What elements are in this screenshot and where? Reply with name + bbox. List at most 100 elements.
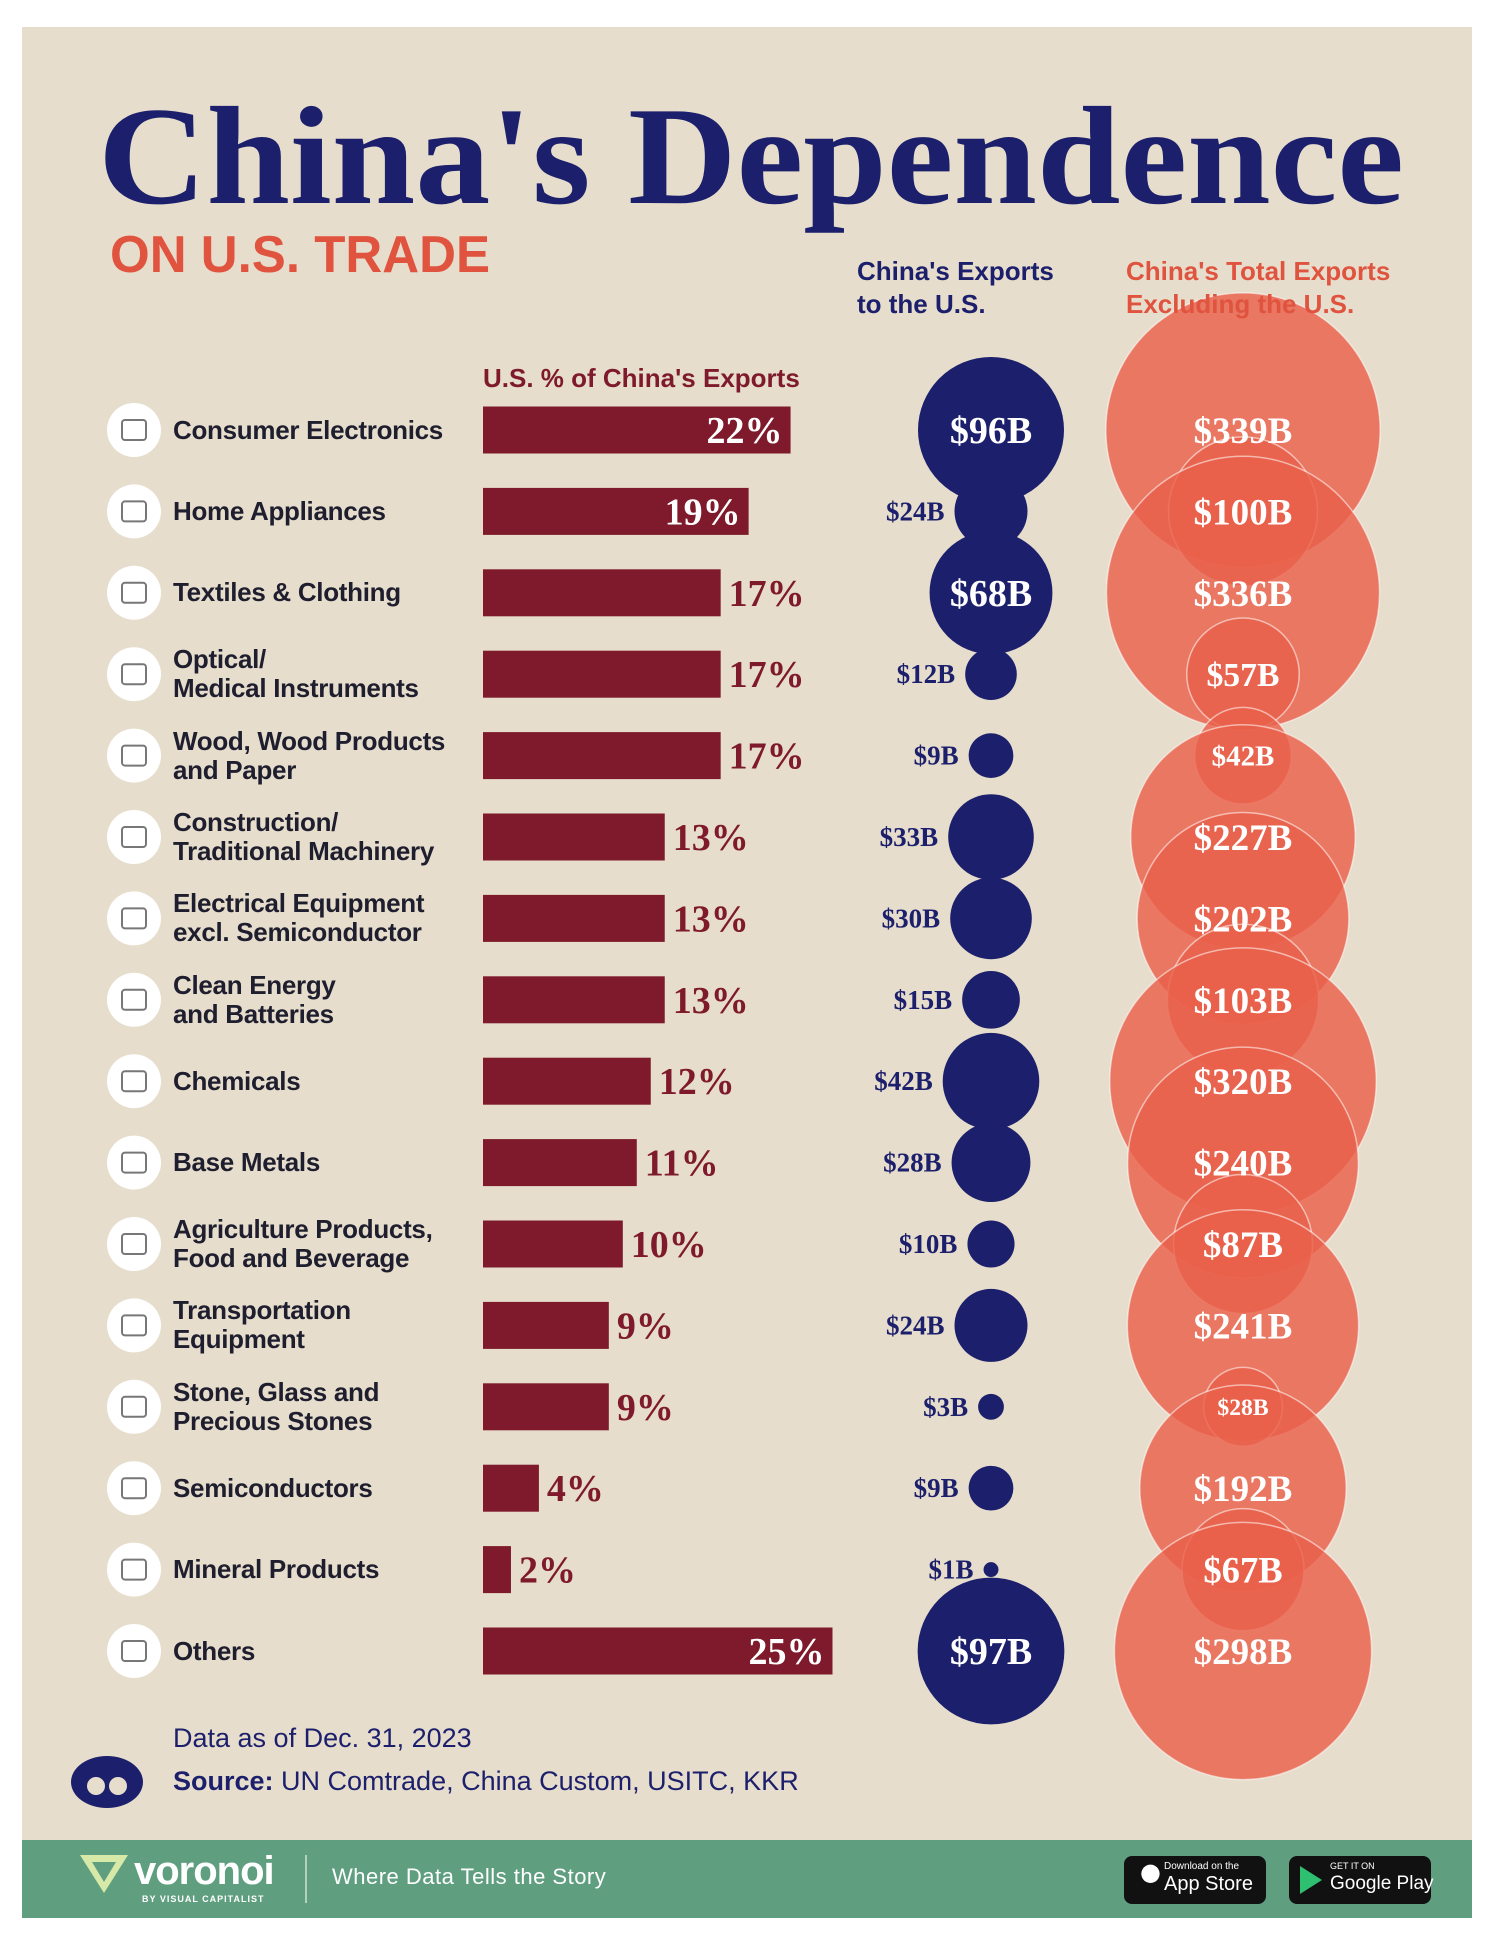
- bar-value-label: 22%: [707, 410, 783, 452]
- bubble: [917, 1577, 1065, 1725]
- bubble-value-label: $240B: [1194, 1144, 1293, 1185]
- category-label: Home Appliances: [173, 495, 386, 526]
- icon-glyph: [121, 1395, 147, 1418]
- bubble-value-label: $42B: [874, 1066, 933, 1096]
- icon-circle: [107, 1298, 161, 1353]
- bar-value-label: 4%: [547, 1468, 604, 1510]
- category-label: Agriculture Products, Food and Beverage: [173, 1214, 433, 1273]
- category-label: Chemicals: [173, 1065, 301, 1096]
- bar: [483, 894, 665, 942]
- bubble-value-label: $320B: [1194, 1062, 1293, 1103]
- bar: [483, 406, 791, 454]
- bar-value-label: 19%: [665, 491, 741, 533]
- bubble-value-label: $3B: [923, 1392, 968, 1422]
- icon-circle: [107, 647, 161, 702]
- category-label: Construction/ Traditional Machinery: [173, 807, 434, 866]
- series-header: China's Exports to the U.S.: [857, 256, 1054, 319]
- bubble-value-label: $67B: [1203, 1549, 1282, 1590]
- bubble-value-label: $100B: [1194, 492, 1293, 533]
- tagline: Where Data Tells the Story: [332, 1864, 607, 1889]
- bubble-group: [1105, 292, 1381, 1781]
- bubble-value-label: $339B: [1194, 411, 1293, 452]
- bar: [483, 1383, 609, 1431]
- google-small: GET IT ON: [1330, 1861, 1375, 1871]
- bubble: [950, 877, 1032, 960]
- bar: [483, 813, 665, 861]
- bar: [483, 1301, 609, 1349]
- bubble: [968, 1465, 1014, 1511]
- bar: [483, 1139, 637, 1187]
- bubble-value-label: $103B: [1194, 981, 1293, 1022]
- bar-value-label: 17%: [729, 736, 805, 778]
- icon-circle: [107, 891, 161, 946]
- bubble-value-label: $241B: [1194, 1306, 1293, 1347]
- bubble-value-label: $1B: [929, 1555, 974, 1585]
- bar-value-label: 17%: [729, 654, 805, 696]
- icon-glyph: [121, 1151, 147, 1174]
- bubble: [942, 1032, 1040, 1130]
- icon-glyph: [121, 1070, 147, 1093]
- bubble-value-label: $9B: [914, 741, 959, 771]
- bubble: [954, 474, 1028, 548]
- bar: [483, 732, 721, 780]
- bubble-value-label: $33B: [880, 822, 939, 852]
- bubble-value-label: $87B: [1203, 1225, 1283, 1266]
- bar-value-label: 12%: [659, 1061, 735, 1103]
- icon-circle: [107, 1542, 161, 1597]
- apple-icon: ●: [1140, 1858, 1161, 1886]
- bubble: [1113, 1521, 1373, 1781]
- bubble: [967, 1220, 1015, 1268]
- category-label: Electrical Equipment excl. Semiconductor: [173, 888, 425, 948]
- icon-glyph: [121, 1314, 147, 1337]
- bubble: [968, 733, 1014, 778]
- app-store-text: App Store: [1164, 1873, 1253, 1895]
- source-line: Source: UN Comtrade, China Custom, USITC…: [173, 1766, 799, 1797]
- category-label: Semiconductors: [173, 1472, 373, 1503]
- icon-circle: [107, 1461, 161, 1516]
- category-label: Clean Energy and Batteries: [173, 969, 336, 1029]
- brand: voronoi: [134, 1849, 275, 1893]
- bubble-value-label: $30B: [882, 903, 941, 933]
- bar-value-label: 25%: [749, 1631, 825, 1673]
- category-label: Others: [173, 1635, 256, 1666]
- icon-glyph: [121, 988, 147, 1011]
- bar: [483, 650, 721, 698]
- series-header: U.S. % of China's Exports: [483, 363, 800, 393]
- category-label: Optical/ Medical Instruments: [173, 644, 419, 704]
- bar-value-label: 9%: [617, 1387, 674, 1429]
- google-text: Google Play: [1330, 1873, 1434, 1894]
- chart-title: China's Dependence: [98, 79, 1404, 234]
- bubble-value-label: $10B: [899, 1229, 958, 1259]
- bar: [483, 569, 721, 617]
- google-play-badge[interactable]: [1289, 1856, 1431, 1904]
- bar: [483, 1464, 539, 1512]
- logo: [71, 1756, 143, 1808]
- icon-glyph: [121, 500, 147, 523]
- bar: [483, 1057, 651, 1105]
- series-header: China's Total Exports Excluding the U.S.: [1126, 256, 1391, 319]
- label-group: $96B $339B $24B $100B $68B $336B $12B $57B $9B $4…: [874, 410, 1292, 1673]
- category-label: Textiles & Clothing: [173, 577, 401, 608]
- bubble-value-label: $97B: [950, 1631, 1032, 1673]
- icon-glyph: [121, 907, 147, 930]
- icon-circle: [107, 1624, 161, 1678]
- icon-circle: [107, 1054, 161, 1109]
- category-label: Base Metals: [173, 1147, 320, 1178]
- bubble: [962, 970, 1020, 1029]
- category-label: Transportation Equipment: [173, 1295, 351, 1355]
- note: Data as of Dec. 31, 2023: [173, 1723, 472, 1753]
- bubble-value-label: $227B: [1194, 818, 1293, 859]
- bubble: [951, 1123, 1031, 1203]
- bubble-value-label: $192B: [1194, 1469, 1293, 1510]
- bubble-value-label: $57B: [1206, 657, 1279, 694]
- icon-circle: [107, 484, 161, 539]
- bubble-value-label: $96B: [950, 410, 1032, 452]
- icon-glyph: [121, 1558, 147, 1581]
- bubble: [918, 357, 1064, 503]
- bar-value-label: 13%: [673, 817, 749, 859]
- brand-sub: BY VISUAL CAPITALIST: [142, 1894, 265, 1904]
- bubble-value-label: $12B: [897, 659, 956, 689]
- play-icon: [1300, 1866, 1322, 1894]
- app-store-badge[interactable]: [1124, 1856, 1266, 1904]
